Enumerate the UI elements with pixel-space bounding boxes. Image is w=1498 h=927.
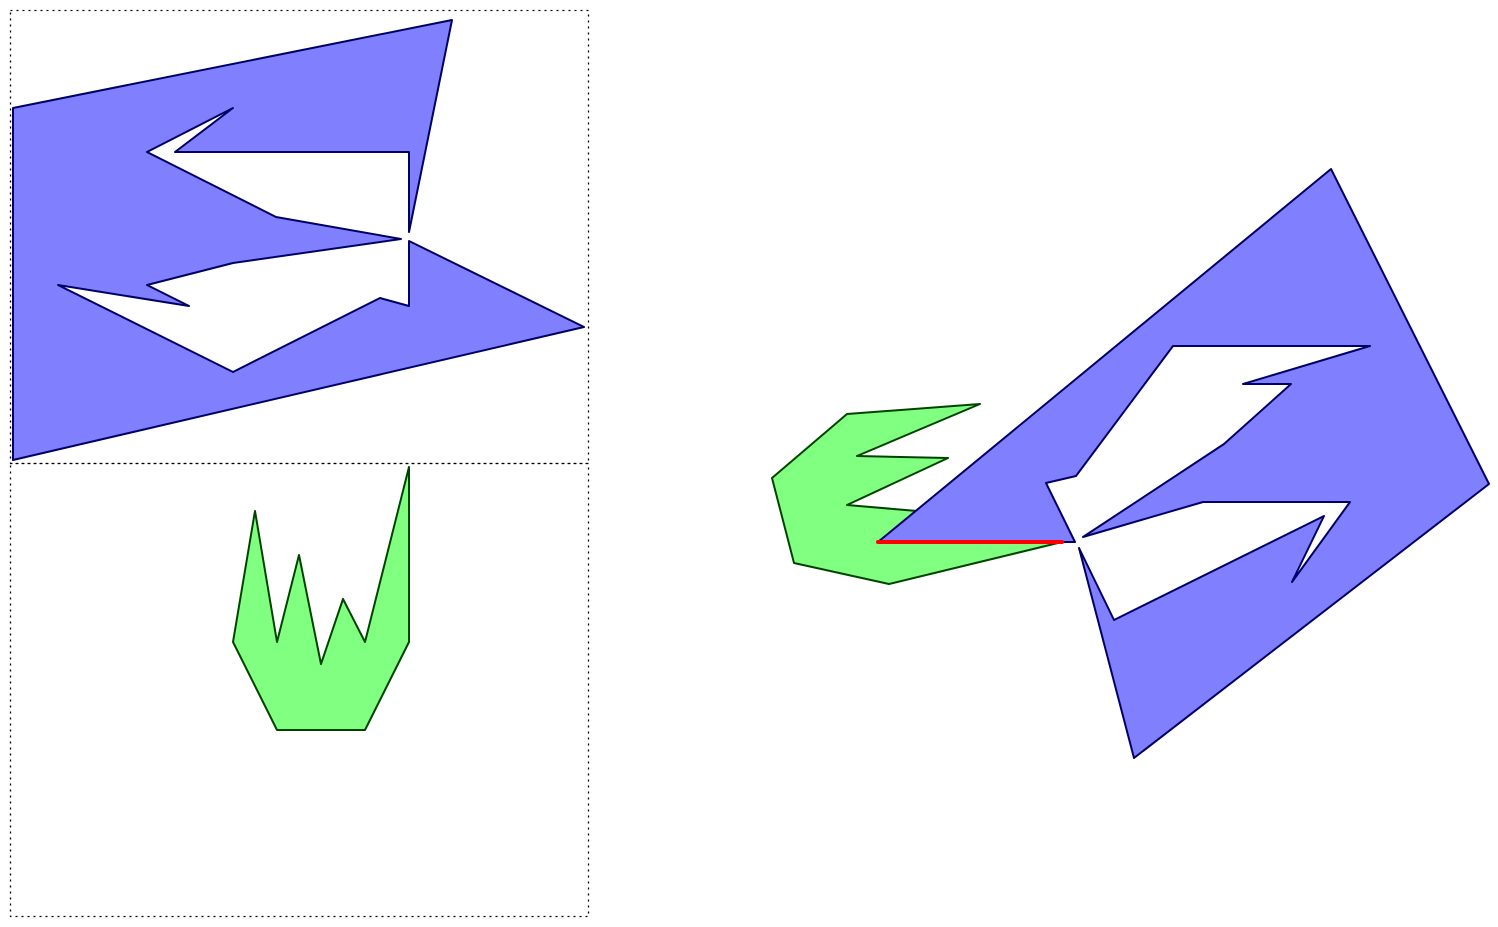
green-polygon-placed [771, 403, 1063, 585]
blue-polygon-with-hole [12, 19, 585, 461]
left-panel [9, 9, 590, 918]
green-spiky-polygon [232, 466, 410, 731]
blue-polygon-rotated [877, 168, 1490, 759]
right-composite [771, 168, 1490, 759]
bottom-cell-frame [9, 462, 590, 918]
